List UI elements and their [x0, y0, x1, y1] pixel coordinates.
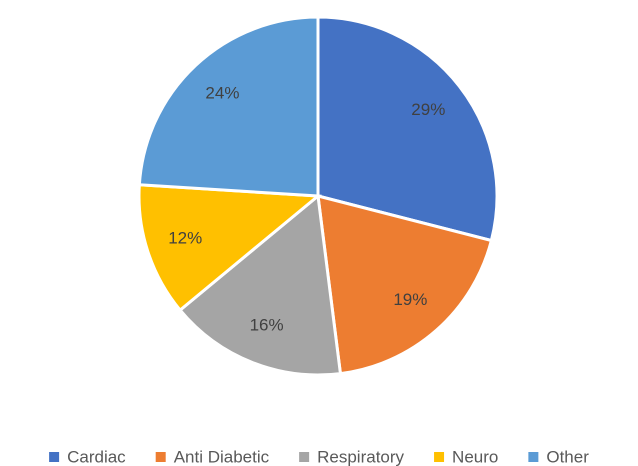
- pie-slice: [316, 193, 494, 376]
- legend-label: Respiratory: [317, 447, 404, 466]
- legend-label: Cardiac: [67, 447, 126, 466]
- legend-label: Neuro: [452, 447, 498, 466]
- legend-swatch: [299, 452, 310, 462]
- data-label: 19%: [393, 290, 427, 309]
- legend-swatch: [49, 452, 60, 462]
- pie-slice: [137, 183, 322, 313]
- legend-swatch: [434, 452, 445, 462]
- legend-label: Anti Diabetic: [174, 447, 270, 466]
- data-label: 24%: [205, 84, 239, 103]
- legend-label: Other: [546, 447, 589, 466]
- data-label: 12%: [168, 229, 202, 248]
- data-label: 16%: [250, 315, 284, 334]
- legend-swatch: [155, 452, 166, 462]
- pie-slice: [137, 15, 320, 198]
- pie-slice: [177, 193, 343, 377]
- data-label: 29%: [411, 100, 445, 119]
- legend-swatch: [528, 452, 539, 462]
- pie-slice: [316, 15, 499, 243]
